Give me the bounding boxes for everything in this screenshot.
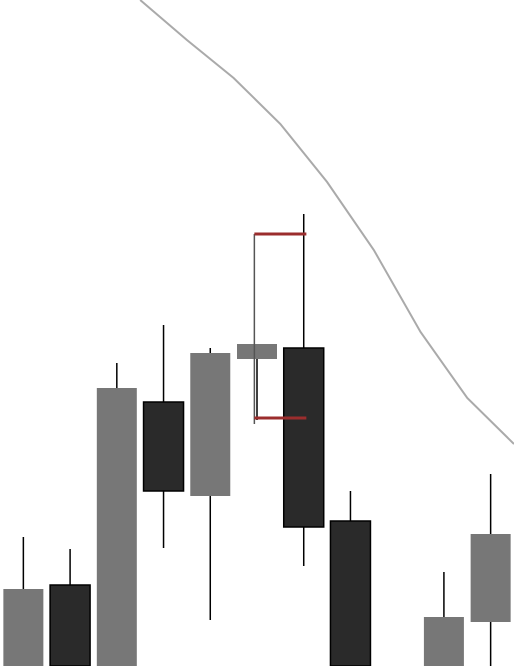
candle-body: [282, 347, 325, 528]
candle-3: [142, 325, 185, 548]
candle-body: [470, 534, 511, 622]
range-marker: [253, 232, 307, 424]
candle-body: [3, 589, 44, 666]
candle-body: [190, 353, 231, 496]
candle-body: [49, 584, 91, 666]
candle-layer: [3, 214, 511, 666]
candle-8: [423, 572, 464, 666]
candle-9: [470, 474, 511, 666]
candle-body: [142, 401, 185, 492]
overlay-trend-line: [139, 0, 514, 445]
candle-2: [96, 363, 137, 666]
candle-4: [190, 348, 231, 620]
candle-body: [96, 388, 137, 666]
candle-body: [423, 617, 464, 666]
candle-7: [329, 491, 372, 666]
candle-body: [237, 344, 277, 359]
candle-1: [49, 549, 91, 666]
range-marker-layer: [253, 232, 307, 424]
candle-5: [237, 344, 277, 420]
candle-0: [3, 537, 44, 666]
candle-body: [329, 520, 372, 666]
overlay-layer: [139, 0, 514, 445]
candle-6: [282, 214, 325, 566]
